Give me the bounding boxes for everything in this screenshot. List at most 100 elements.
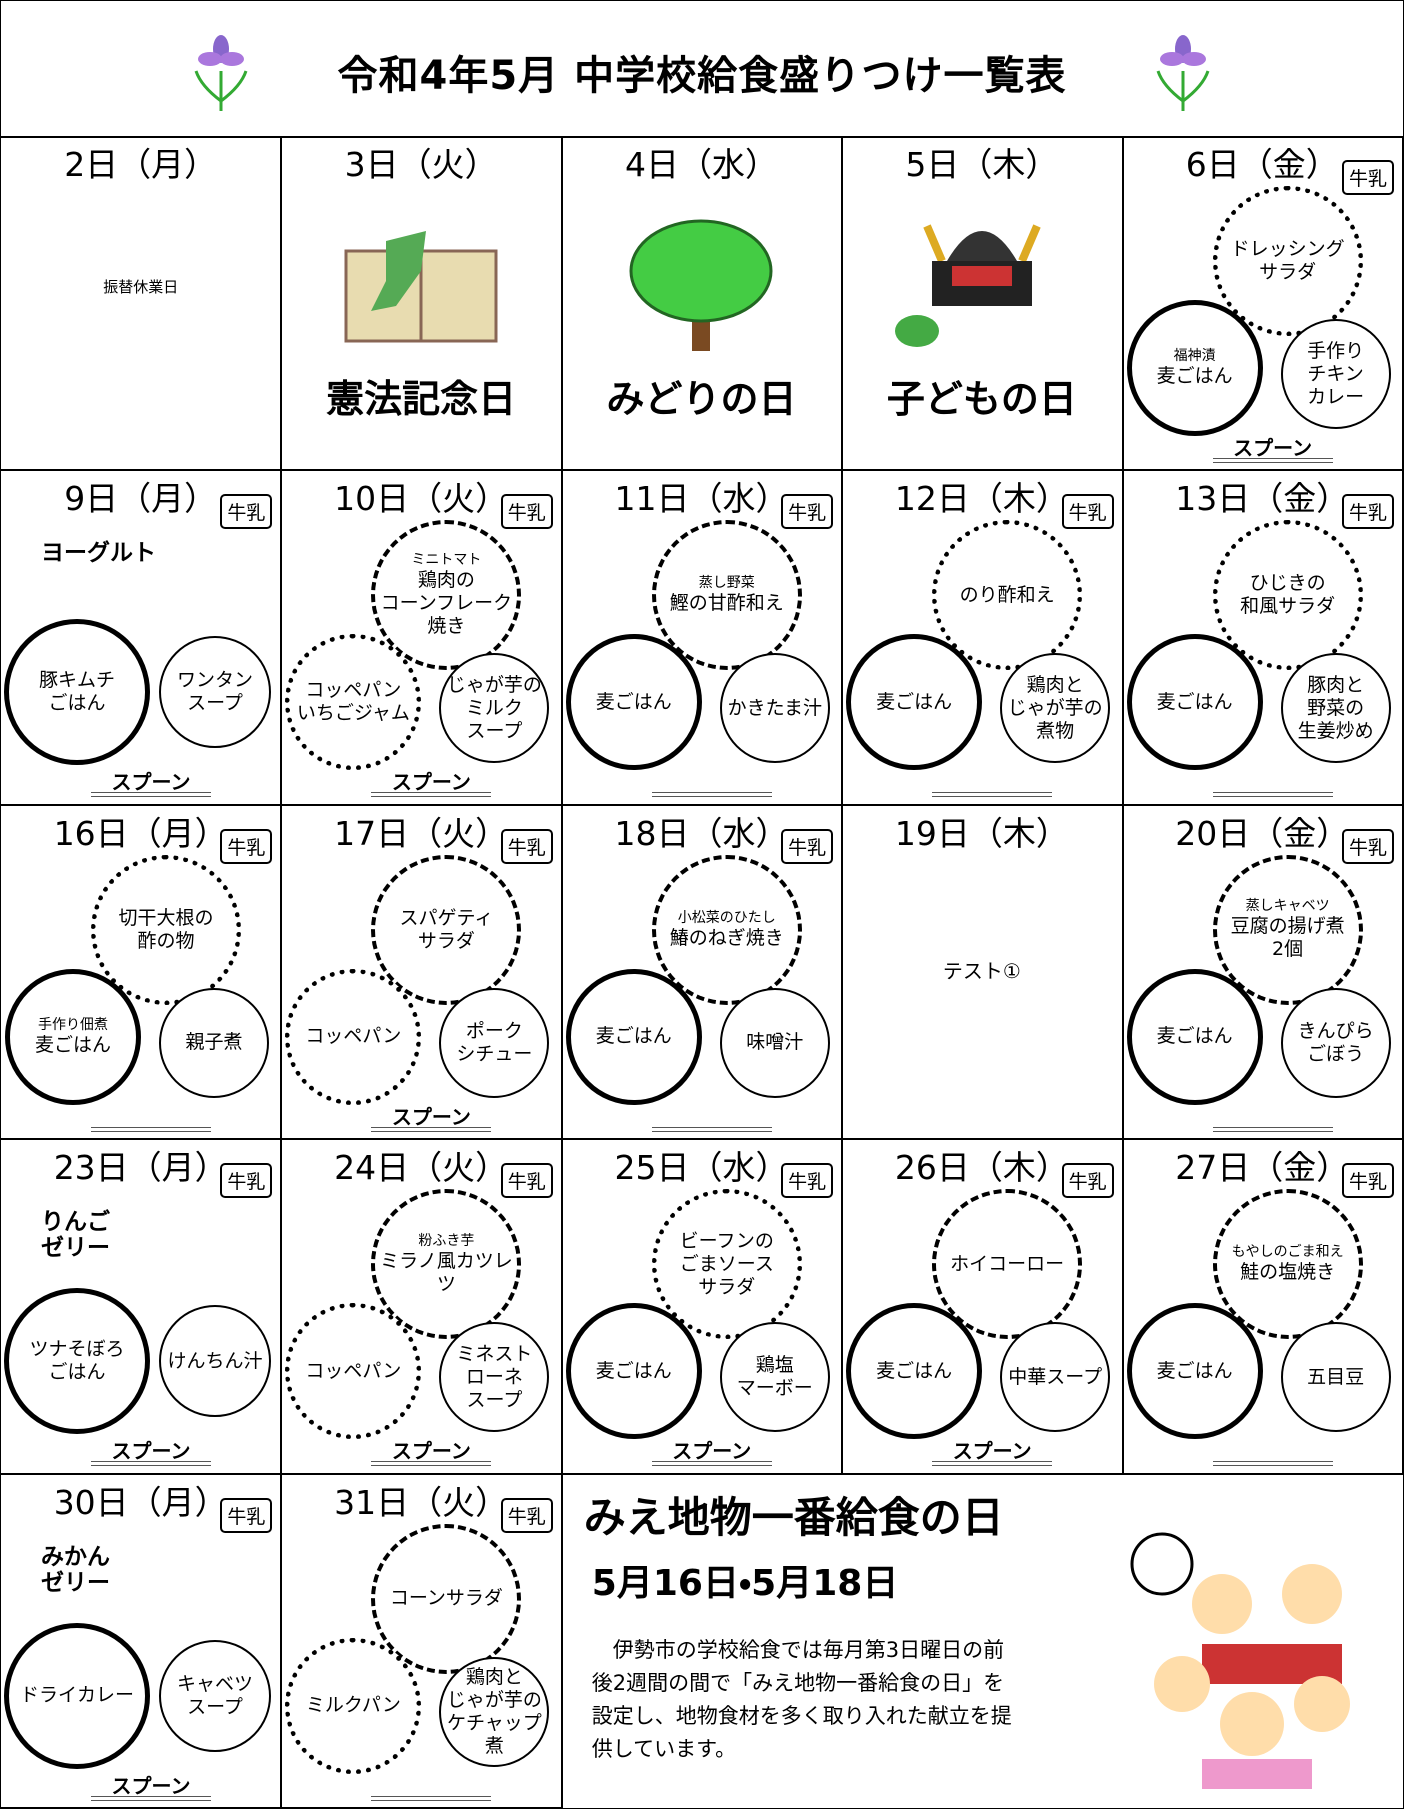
dish-circle: コッペパン xyxy=(285,1303,422,1440)
dish-line: ツナそぼろ xyxy=(29,1338,125,1361)
dish-line: 鶏肉と xyxy=(1026,673,1084,696)
feature-body: 伊勢市の学校給食では毎月第3日曜日の前後2週間の間で「みえ地物一番給食の日」を設… xyxy=(591,1637,1012,1761)
milk-badge: 牛乳 xyxy=(500,828,553,864)
dish-circle: 手作り チキン カレー xyxy=(1280,319,1391,429)
title: 令和4年5月 中学校給食盛りつけ一覧表 xyxy=(337,53,1067,99)
dish-circle: 鶏肉と じゃが芋の ケチャップ煮 xyxy=(439,1656,550,1767)
day-cell: 24日（火） 牛乳 粉ふき芋 ミラノ風カツレツ コッペパン ミネスト ローネ スープ スプーン xyxy=(281,1139,563,1475)
illustration-art xyxy=(629,219,773,351)
dish-circle: 手作り佃煮 麦ごはん xyxy=(5,968,141,1105)
dish-line: いちごジャム xyxy=(296,702,410,725)
dessert-line: ゼリー xyxy=(41,1235,110,1262)
dish-circle: 親子煮 xyxy=(159,987,269,1098)
illustration-art xyxy=(895,224,1041,347)
day-cell: 26日（木） 牛乳 ホイコーロー 麦ごはん 中華スープ スプーン xyxy=(842,1139,1124,1475)
milk-badge: 牛乳 xyxy=(220,494,273,530)
dish-circle: ミニトマト 鶏肉の コーンフレーク 焼き xyxy=(371,520,522,671)
dish-line: 鮭の塩焼き xyxy=(1240,1261,1336,1284)
milk-badge: 牛乳 xyxy=(500,494,553,530)
dish-circle: 鶏肉と じゃが芋の 煮物 xyxy=(1000,653,1111,764)
day-cell: 30日（月） 牛乳 みかん ゼリー ドライカレー キャベツ スープ スプーン xyxy=(1,1473,283,1808)
dish-line: ケチャップ煮 xyxy=(446,1711,542,1757)
dish-line: コーンサラダ xyxy=(389,1587,503,1610)
milk-badge: 牛乳 xyxy=(220,1163,273,1199)
underline xyxy=(371,792,492,798)
milk-badge: 牛乳 xyxy=(1341,828,1394,864)
dish-line: ミネスト xyxy=(456,1342,533,1365)
date: 27日（金） xyxy=(1175,1148,1350,1188)
date: 3日（火） xyxy=(344,145,498,184)
illustration xyxy=(887,211,1077,361)
spoon: スプーン xyxy=(672,1439,752,1464)
underline xyxy=(651,1126,772,1132)
dish-line: ワンタン xyxy=(176,669,253,692)
dish-circle: ツナそぼろ ごはん xyxy=(4,1288,150,1435)
dish-line: 鶏塩 xyxy=(755,1354,794,1377)
dish-sub: 福神漬 xyxy=(1173,348,1216,364)
dish-circle: 麦ごはん xyxy=(1126,968,1263,1105)
underline xyxy=(1212,1126,1333,1132)
day-cell: 5日（木） 子どもの日 xyxy=(842,136,1124,472)
illustration xyxy=(326,211,516,361)
day-cell: 12日（木） 牛乳 のり酢和え 麦ごはん 鶏肉と じゃが芋の 煮物 xyxy=(842,470,1124,806)
underline xyxy=(651,1461,772,1467)
dish-circle: コッペパン いちごジャム xyxy=(285,634,422,771)
date: 13日（金） xyxy=(1175,479,1350,519)
date: 30日（月） xyxy=(53,1482,228,1522)
header: 令和4年5月 中学校給食盛りつけ一覧表 xyxy=(1,1,1403,138)
dish-line: サラダ xyxy=(698,1275,756,1298)
note: 振替休業日 xyxy=(103,278,179,296)
dish-circle: 切干大根の 酢の物 xyxy=(91,854,241,1005)
underline xyxy=(91,792,211,798)
dish-sub: 蒸しキャベツ xyxy=(1245,898,1330,915)
dish-circle: ビーフンの ごまソース サラダ xyxy=(651,1189,802,1340)
dish-line: スープ xyxy=(187,692,243,715)
date: 6日（金） xyxy=(1185,145,1339,184)
milk-badge: 牛乳 xyxy=(1341,1163,1394,1199)
dessert: ヨーグルト xyxy=(41,540,156,566)
underline xyxy=(91,1126,211,1132)
dish-line: 中華スープ xyxy=(1008,1365,1103,1388)
dish-circle: 麦ごはん xyxy=(846,634,983,771)
dish-line: 鰹の甘酢和え xyxy=(669,592,784,615)
milk-badge: 牛乳 xyxy=(1341,160,1394,195)
dish-line: カレー xyxy=(1307,385,1365,408)
flower-icon xyxy=(1156,35,1210,111)
dessert-line: りんご xyxy=(41,1209,110,1236)
dish-line: 鶏肉の xyxy=(417,569,475,592)
dish-line: 親子煮 xyxy=(185,1031,243,1054)
date: 4日（水） xyxy=(624,145,778,184)
date: 23日（月） xyxy=(53,1148,228,1188)
dish-circle: 粉ふき芋 ミラノ風カツレツ xyxy=(371,1189,522,1340)
dish-circle: ドレッシング サラダ xyxy=(1212,186,1363,336)
dish-circle: ホイコーロー xyxy=(932,1189,1083,1340)
day-cell: 2日（月） 振替休業日 xyxy=(1,136,283,472)
dish-circle: 麦ごはん xyxy=(565,634,702,771)
dish-line: 味噌汁 xyxy=(746,1031,804,1054)
dish-circle: 豚肉と 野菜の 生姜炒め xyxy=(1280,653,1391,764)
underline xyxy=(371,1795,492,1801)
dessert: みかん ゼリー xyxy=(41,1544,110,1596)
dish-circle: もやしのごま和え 鮭の塩焼き xyxy=(1212,1189,1363,1340)
date: 31日（火） xyxy=(334,1482,509,1522)
holiday-name: 憲法記念日 xyxy=(326,377,517,421)
dish-line: マーボー xyxy=(736,1377,813,1400)
dish-line: 鶏肉と xyxy=(465,1665,523,1688)
feature-dates: 5月16日・5月18日 xyxy=(591,1562,899,1604)
dish-line: コーンフレーク xyxy=(380,592,513,615)
day-cell: 23日（月） 牛乳 りんご ゼリー ツナそぼろ ごはん けんちん汁 スプーン xyxy=(1,1139,283,1475)
milk-badge: 牛乳 xyxy=(220,828,273,864)
day-cell: 4日（水） みどりの日 xyxy=(561,136,844,472)
dish-sub: 蒸し野菜 xyxy=(698,575,755,592)
spoon: スプーン xyxy=(111,770,191,795)
dish-circle: ワンタン スープ xyxy=(159,636,271,749)
dish-circle: のり酢和え xyxy=(932,520,1083,671)
dish-line: チキン xyxy=(1307,362,1364,385)
kids-art xyxy=(1130,1532,1350,1789)
underline xyxy=(1212,1461,1333,1467)
dish-line: 麦ごはん xyxy=(595,1359,672,1382)
dish-circle: 鶏塩 マーボー xyxy=(719,1322,830,1433)
underline xyxy=(1212,458,1333,463)
dish-line: ごぼう xyxy=(1307,1042,1365,1065)
